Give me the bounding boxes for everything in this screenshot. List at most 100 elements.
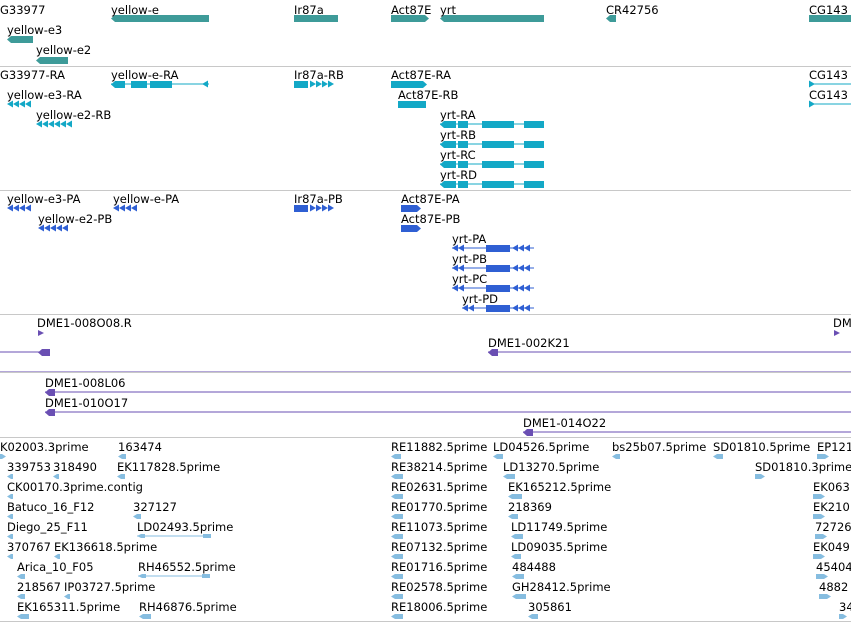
est-label[interactable]: RE38214.5prime	[391, 460, 488, 474]
protein-exon[interactable]	[518, 284, 524, 292]
transcript-exon[interactable]	[60, 120, 66, 128]
est-glyph[interactable]	[511, 554, 521, 559]
protein-exon[interactable]	[19, 204, 25, 212]
transcript-exon[interactable]	[13, 100, 19, 108]
transcript-exon[interactable]	[482, 161, 514, 168]
est-glyph[interactable]	[137, 534, 145, 538]
bac-glyph[interactable]	[488, 349, 498, 356]
protein-exon[interactable]	[486, 265, 510, 272]
est-label[interactable]: EK165311.5prime	[17, 600, 121, 614]
est-label[interactable]: RE11073.5prime	[391, 520, 488, 534]
protein-label[interactable]: Act87E-PB	[401, 212, 461, 226]
gene-label[interactable]: G33977	[0, 3, 46, 17]
protein-label[interactable]: yrt-PB	[452, 252, 488, 266]
transcript-exon[interactable]	[36, 120, 42, 128]
est-label[interactable]: EP121	[817, 440, 851, 454]
est-label[interactable]: SD01810.3prime	[755, 460, 851, 474]
est-label[interactable]: Diego_25_F11	[7, 520, 88, 534]
est-label[interactable]: 318490	[53, 460, 97, 474]
gene-glyph[interactable]	[36, 57, 68, 64]
est-label[interactable]: RE18006.5prime	[391, 600, 488, 614]
transcript-exon[interactable]	[809, 80, 815, 88]
transcript-exon[interactable]	[809, 100, 815, 108]
est-glyph[interactable]	[7, 474, 13, 479]
bac-glyph[interactable]	[834, 330, 840, 336]
est-label[interactable]: EK049	[813, 540, 850, 554]
est-label[interactable]: IP03727.5prime	[64, 580, 156, 594]
gene-label[interactable]: CG143	[809, 3, 848, 17]
gene-glyph[interactable]	[809, 15, 851, 22]
transcript-label[interactable]: CG143	[809, 68, 848, 82]
bac-label[interactable]: DME1-008L06	[45, 376, 126, 390]
est-glyph[interactable]	[816, 574, 828, 579]
transcript-exon[interactable]	[294, 81, 308, 88]
transcript-exon[interactable]	[111, 81, 125, 88]
transcript-label[interactable]: yrt-RD	[440, 168, 478, 182]
est-glyph[interactable]	[17, 614, 29, 619]
est-label[interactable]: 305861	[528, 600, 572, 614]
gene-label[interactable]: Ir87a	[294, 3, 324, 17]
transcript-exon[interactable]	[440, 121, 456, 128]
est-glyph[interactable]	[813, 514, 825, 519]
protein-exon[interactable]	[125, 204, 131, 212]
est-glyph[interactable]	[118, 454, 126, 459]
transcript-exon[interactable]	[440, 141, 456, 148]
est-glyph[interactable]	[7, 534, 13, 539]
protein-exon[interactable]	[316, 204, 322, 212]
protein-exon[interactable]	[486, 305, 510, 312]
protein-exon[interactable]	[452, 264, 458, 272]
est-glyph[interactable]	[511, 534, 523, 539]
bac-glyph[interactable]	[523, 429, 533, 436]
est-glyph[interactable]	[54, 554, 60, 559]
protein-exon[interactable]	[452, 244, 458, 252]
transcript-exon[interactable]	[42, 120, 48, 128]
transcript-label[interactable]: Ir87a-RB	[294, 68, 344, 82]
est-label[interactable]: 218567	[17, 580, 61, 594]
bac-label[interactable]: DME1-008O08.R	[37, 316, 132, 330]
est-label[interactable]: EK117828.5prime	[117, 460, 221, 474]
transcript-exon[interactable]	[150, 81, 172, 88]
transcript-exon[interactable]	[440, 181, 456, 188]
est-glyph[interactable]	[7, 554, 13, 559]
est-glyph[interactable]	[7, 494, 13, 499]
est-label[interactable]: RE11882.5prime	[391, 440, 488, 454]
transcript-label[interactable]: yellow-e2-RB	[36, 108, 112, 122]
est-label[interactable]: LD09035.5prime	[511, 540, 608, 554]
transcript-label[interactable]: Act87E-RB	[398, 88, 459, 102]
transcript-exon[interactable]	[458, 161, 468, 168]
transcript-exon[interactable]	[316, 80, 322, 88]
est-label[interactable]: K02003.3prime	[0, 440, 89, 454]
protein-label[interactable]: yellow-e2-PB	[38, 212, 113, 226]
est-label[interactable]: 45404	[816, 560, 851, 574]
bac-label[interactable]: DME1-002K21	[488, 336, 570, 350]
est-label[interactable]: RE07132.5prime	[391, 540, 488, 554]
protein-exon[interactable]	[458, 244, 464, 252]
est-label[interactable]: RH46876.5prime	[139, 600, 237, 614]
transcript-exon[interactable]	[482, 181, 514, 188]
est-label[interactable]: LD11749.5prime	[511, 520, 608, 534]
protein-exon[interactable]	[458, 264, 464, 272]
est-glyph[interactable]	[755, 474, 765, 479]
est-label[interactable]: 72726	[815, 520, 851, 534]
est-label[interactable]: EK210	[813, 500, 850, 514]
protein-exon[interactable]	[322, 204, 328, 212]
transcript-exon[interactable]	[48, 120, 54, 128]
gene-label[interactable]: yellow-e	[111, 3, 159, 17]
transcript-exon[interactable]	[440, 161, 456, 168]
est-glyph[interactable]	[508, 494, 522, 499]
protein-exon[interactable]	[50, 224, 56, 232]
transcript-label[interactable]: yrt-RB	[440, 128, 477, 142]
bac-label[interactable]: DME1-010O17	[45, 396, 129, 410]
bac-glyph[interactable]	[45, 409, 55, 416]
transcript-exon[interactable]	[25, 100, 31, 108]
est-label[interactable]: CK00170.3prime.contig	[7, 480, 143, 494]
protein-label[interactable]: yrt-PD	[462, 292, 498, 306]
transcript-exon[interactable]	[54, 120, 60, 128]
gene-glyph[interactable]	[111, 15, 209, 22]
protein-label[interactable]: yrt-PC	[452, 272, 488, 286]
est-glyph[interactable]	[17, 574, 25, 579]
gene-label[interactable]: yellow-e2	[36, 43, 92, 57]
est-label[interactable]: EK063	[813, 480, 850, 494]
protein-exon[interactable]	[44, 224, 50, 232]
transcript-exon[interactable]	[458, 121, 468, 128]
